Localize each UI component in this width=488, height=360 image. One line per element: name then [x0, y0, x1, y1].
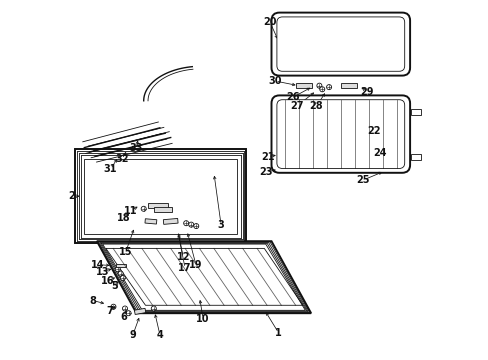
Text: 7: 7: [106, 306, 113, 316]
Bar: [163, 219, 178, 224]
Text: 20: 20: [263, 17, 276, 27]
Text: 1: 1: [275, 328, 282, 338]
Text: 32: 32: [115, 154, 128, 164]
Bar: [410, 109, 420, 115]
Text: 23: 23: [259, 167, 272, 177]
Text: 19: 19: [189, 260, 202, 270]
Text: 25: 25: [356, 175, 369, 185]
Polygon shape: [106, 248, 302, 305]
Text: 29: 29: [360, 87, 373, 97]
Text: 12: 12: [176, 252, 190, 262]
Text: 30: 30: [268, 76, 281, 86]
Circle shape: [193, 224, 199, 229]
Polygon shape: [75, 149, 246, 243]
Circle shape: [120, 275, 125, 280]
Text: 14: 14: [91, 260, 104, 270]
Text: 33: 33: [129, 143, 143, 153]
Bar: [134, 308, 145, 315]
Text: 31: 31: [103, 164, 117, 174]
FancyBboxPatch shape: [271, 13, 409, 76]
Text: 16: 16: [101, 276, 114, 286]
Circle shape: [111, 304, 116, 309]
Circle shape: [115, 267, 120, 272]
Text: 26: 26: [286, 92, 299, 102]
Circle shape: [118, 271, 123, 276]
Circle shape: [126, 311, 131, 316]
Bar: [410, 154, 420, 160]
Bar: [148, 203, 168, 207]
Polygon shape: [97, 241, 310, 313]
Text: 18: 18: [117, 213, 130, 223]
Text: 5: 5: [111, 281, 118, 291]
Circle shape: [122, 306, 127, 311]
Bar: [144, 219, 157, 224]
Bar: [154, 207, 172, 212]
Circle shape: [316, 83, 321, 88]
Text: 27: 27: [289, 101, 303, 111]
FancyBboxPatch shape: [276, 17, 404, 71]
FancyBboxPatch shape: [271, 95, 409, 173]
Circle shape: [151, 306, 156, 311]
Bar: [116, 264, 126, 267]
Text: 10: 10: [196, 314, 209, 324]
Circle shape: [326, 85, 331, 90]
Text: 4: 4: [156, 330, 163, 340]
Text: 17: 17: [178, 263, 191, 273]
Text: 13: 13: [95, 267, 109, 277]
Bar: [340, 83, 356, 88]
Text: 6: 6: [120, 312, 127, 322]
Text: 8: 8: [90, 296, 97, 306]
Text: 28: 28: [309, 101, 323, 111]
Circle shape: [188, 222, 193, 227]
Text: 2: 2: [68, 191, 75, 201]
Text: 3: 3: [217, 220, 224, 230]
Circle shape: [183, 221, 188, 226]
Text: 22: 22: [366, 126, 380, 136]
Text: 24: 24: [372, 148, 386, 158]
Text: 9: 9: [129, 330, 136, 340]
Polygon shape: [84, 159, 236, 234]
Bar: [295, 83, 311, 88]
Text: 21: 21: [261, 152, 274, 162]
Circle shape: [141, 206, 146, 211]
FancyBboxPatch shape: [276, 100, 404, 168]
Text: 11: 11: [124, 206, 138, 216]
Text: 15: 15: [119, 247, 132, 257]
Circle shape: [319, 87, 324, 92]
